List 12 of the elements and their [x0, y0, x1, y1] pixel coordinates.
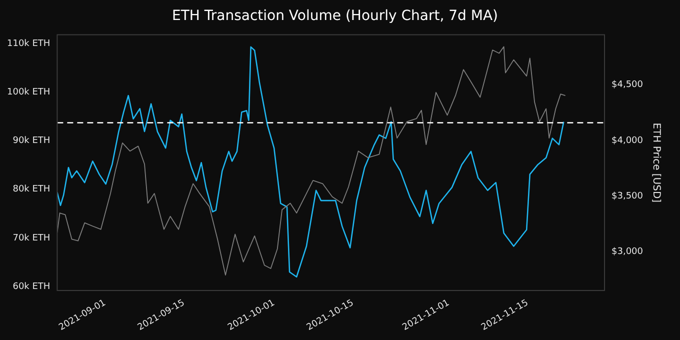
y-tick-label: 100k ETH — [7, 88, 50, 98]
y2-tick-label: $4,500 — [612, 80, 644, 90]
y-tick-label: 70k ETH — [12, 233, 50, 244]
chart-title: ETH Transaction Volume (Hourly Chart, 7d MA) — [172, 8, 498, 24]
y2-tick-label: $3,000 — [612, 246, 644, 257]
y2-tick-label: $3,500 — [612, 191, 644, 202]
y-tick-label: 60k ETH — [12, 282, 50, 292]
y-tick-label: 110k ETH — [7, 38, 50, 49]
y-tick-label: 80k ETH — [12, 184, 50, 195]
y2-axis-title: ETH Price [USD] — [650, 122, 662, 203]
y2-tick-label: $4,000 — [612, 136, 644, 146]
y-tick-label: 90k ETH — [12, 136, 50, 146]
